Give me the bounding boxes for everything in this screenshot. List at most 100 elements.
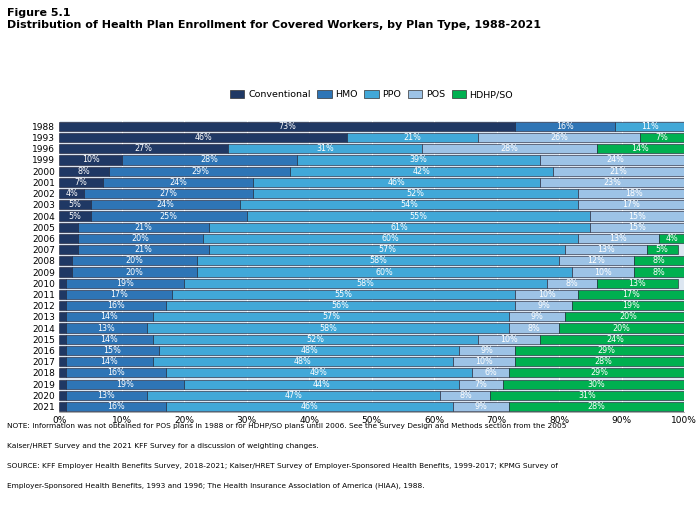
Text: 24%: 24% [607, 335, 624, 344]
Bar [59, 267, 72, 277]
Text: 21%: 21% [403, 133, 421, 142]
Text: Kaiser/HRET Survey and the 2021 KFF Survey for a discussion of weighting changes: Kaiser/HRET Survey and the 2021 KFF Surv… [7, 443, 319, 448]
Bar [72, 256, 197, 266]
Text: 58%: 58% [357, 279, 374, 288]
Text: 11%: 11% [641, 122, 658, 131]
Text: 7%: 7% [475, 380, 487, 388]
Bar [59, 212, 91, 220]
Bar [572, 301, 690, 310]
Text: 29%: 29% [191, 166, 209, 176]
Bar [66, 391, 147, 400]
Text: SOURCE: KFF Employer Health Benefits Survey, 2018-2021; Kaiser/HRET Survey of Em: SOURCE: KFF Employer Health Benefits Sur… [7, 463, 558, 468]
Text: 73%: 73% [279, 122, 296, 131]
Bar [66, 357, 153, 366]
Bar [453, 402, 509, 411]
Bar [578, 234, 659, 243]
Text: 9%: 9% [481, 346, 493, 355]
Text: 20%: 20% [126, 256, 143, 265]
Bar [59, 334, 66, 344]
Bar [59, 290, 66, 299]
Text: 15%: 15% [103, 346, 121, 355]
Bar [153, 312, 509, 321]
Bar [103, 178, 253, 187]
Text: 8%: 8% [528, 323, 540, 332]
Bar [459, 346, 515, 355]
Bar [59, 178, 103, 187]
Bar [540, 155, 690, 164]
Bar [565, 245, 646, 254]
Text: 58%: 58% [319, 323, 337, 332]
Text: 8%: 8% [653, 268, 665, 277]
Text: 17%: 17% [622, 201, 640, 209]
Text: 52%: 52% [406, 189, 424, 198]
Bar [165, 369, 472, 377]
Text: 48%: 48% [294, 357, 312, 366]
Text: 7%: 7% [655, 133, 669, 142]
Bar [59, 245, 78, 254]
Bar [59, 234, 78, 243]
Text: 15%: 15% [628, 223, 646, 232]
Bar [515, 290, 578, 299]
Bar [59, 301, 66, 310]
Text: 24%: 24% [607, 155, 624, 164]
Text: 57%: 57% [322, 312, 340, 321]
Text: 55%: 55% [410, 212, 428, 220]
Bar [66, 312, 153, 321]
Bar [91, 200, 241, 209]
Text: 52%: 52% [306, 335, 325, 344]
Bar [66, 290, 172, 299]
Bar [453, 357, 515, 366]
Text: 21%: 21% [135, 245, 153, 254]
Bar [159, 346, 459, 355]
Text: 26%: 26% [550, 133, 568, 142]
Text: 46%: 46% [300, 402, 318, 411]
Text: 61%: 61% [391, 223, 408, 232]
Bar [172, 290, 515, 299]
Bar [472, 369, 509, 377]
Bar [153, 357, 453, 366]
Bar [509, 323, 559, 333]
Text: 47%: 47% [285, 391, 302, 400]
Bar [572, 267, 634, 277]
Text: 20%: 20% [126, 268, 143, 277]
Bar [578, 189, 690, 198]
Text: 10%: 10% [82, 155, 99, 164]
Text: 16%: 16% [107, 369, 124, 377]
Bar [59, 402, 66, 411]
Bar [540, 334, 690, 344]
Bar [559, 323, 684, 333]
Text: 30%: 30% [588, 380, 605, 388]
Bar [591, 223, 684, 232]
Bar [59, 391, 66, 400]
Text: 13%: 13% [628, 279, 646, 288]
Text: 58%: 58% [369, 256, 387, 265]
Text: 21%: 21% [135, 223, 153, 232]
Bar [59, 122, 515, 131]
Text: 5%: 5% [655, 245, 669, 254]
Bar [59, 323, 66, 333]
Bar [659, 234, 684, 243]
Bar [59, 166, 110, 176]
Bar [66, 369, 165, 377]
Bar [59, 256, 72, 266]
Bar [66, 402, 165, 411]
Bar [241, 200, 578, 209]
Text: 23%: 23% [603, 178, 621, 187]
Bar [553, 166, 684, 176]
Bar [84, 189, 253, 198]
Bar [509, 312, 565, 321]
Text: 10%: 10% [594, 268, 611, 277]
Bar [153, 334, 478, 344]
Text: 54%: 54% [400, 201, 418, 209]
Bar [478, 334, 540, 344]
Text: 16%: 16% [556, 122, 574, 131]
Text: 13%: 13% [597, 245, 615, 254]
Text: 21%: 21% [609, 166, 628, 176]
Bar [515, 346, 697, 355]
Bar [646, 245, 678, 254]
Bar [297, 155, 540, 164]
Bar [515, 122, 616, 131]
Bar [634, 256, 684, 266]
Text: 60%: 60% [382, 234, 399, 243]
Bar [197, 267, 572, 277]
